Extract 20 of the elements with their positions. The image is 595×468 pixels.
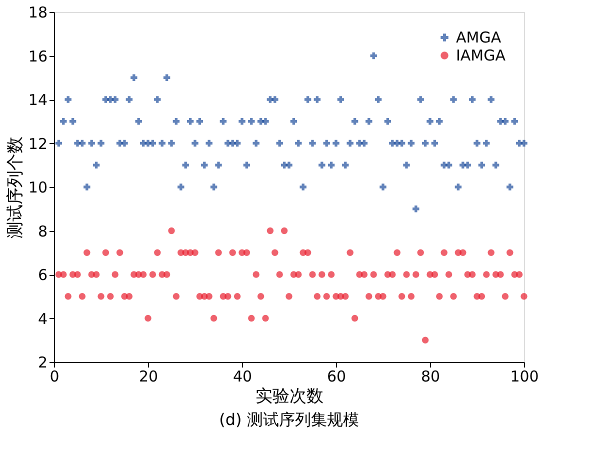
x-tick-label: 40 [232, 368, 252, 386]
x-tick-label: 0 [50, 368, 60, 386]
y-tick-label: 6 [38, 266, 48, 284]
y-tick-label: 4 [38, 310, 48, 328]
x-axis-title: 实验次数 [256, 386, 324, 406]
y-tick-label: 10 [28, 178, 48, 196]
y-tick-label: 14 [28, 91, 48, 109]
x-tick-label: 80 [420, 368, 440, 386]
y-axis-title: 测试序列个数 [5, 136, 26, 238]
legend-label: IAMGA [456, 46, 506, 64]
text: (d) 测试序列集规模 [219, 410, 359, 429]
x-tick-label: 20 [138, 368, 158, 386]
legend-label: AMGA [456, 28, 502, 46]
y-tick-label: 12 [28, 134, 48, 153]
y-tick-label: 16 [28, 47, 48, 66]
x-tick-label: 100 [510, 368, 539, 386]
y-tick-label: 18 [28, 4, 48, 22]
y-tick-label: 2 [38, 354, 48, 372]
y-tick-label: 8 [38, 222, 48, 240]
x-tick-label: 60 [326, 368, 346, 386]
